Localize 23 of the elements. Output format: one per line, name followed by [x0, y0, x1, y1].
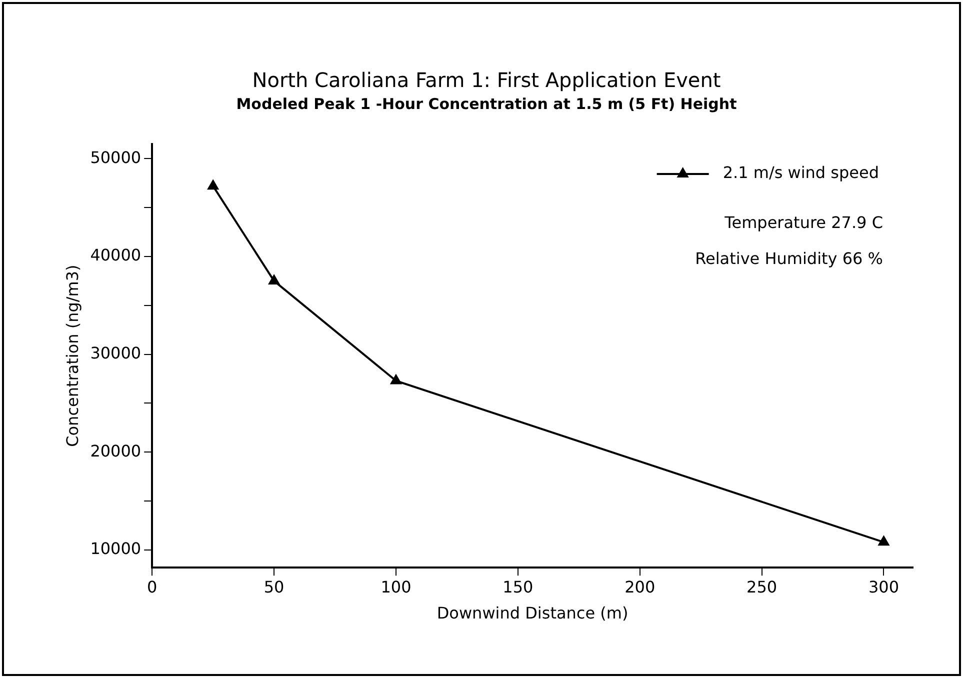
y-tick-label: 10000: [90, 539, 142, 558]
y-tick-label: 20000: [90, 441, 142, 460]
x-tick-label: 300: [868, 577, 900, 596]
x-tick-label: 0: [147, 577, 158, 596]
point: [268, 274, 280, 284]
x-tick-label: 100: [380, 577, 412, 596]
y-tick-label: 50000: [90, 148, 142, 167]
x-tick-label: 50: [264, 577, 284, 596]
chart-title: North Caroliana Farm 1: First Application Event: [252, 68, 721, 92]
x-axis-title: Downwind Distance (m): [436, 604, 628, 623]
y-tick-label: 30000: [90, 343, 142, 362]
point: [390, 374, 402, 384]
x-tick-label: 200: [624, 577, 656, 596]
annotation: Temperature 27.9 C: [724, 213, 883, 232]
y-tick-label: 40000: [90, 246, 142, 265]
point: [208, 180, 218, 190]
annotation: Relative Humidity 66 %: [695, 249, 883, 268]
x-tick-label: 250: [746, 577, 778, 596]
chart-subtitle: Modeled Peak 1 -Hour Concentration at 1.5 m (5 Ft) Height: [236, 94, 737, 113]
point: [878, 536, 890, 546]
y-axis-title: Concentration (ng/m3): [62, 264, 82, 447]
legend-label: 2.1 m/s wind speed: [722, 163, 880, 182]
x-tick-label: 150: [502, 577, 534, 596]
